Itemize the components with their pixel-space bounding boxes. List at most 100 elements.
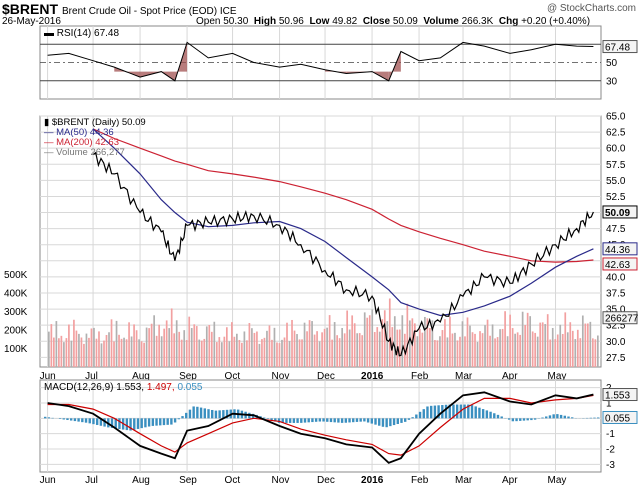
volume-bar bbox=[65, 338, 68, 367]
macd-histogram-bar bbox=[478, 407, 481, 419]
macd-x-label: Apr bbox=[502, 475, 518, 485]
volume-bar bbox=[386, 321, 389, 367]
macd-histogram-bar bbox=[333, 418, 336, 423]
volume-bar bbox=[378, 331, 381, 367]
volume-bar bbox=[476, 341, 479, 367]
volume-bar bbox=[48, 331, 50, 367]
macd-histogram-bar bbox=[181, 416, 184, 419]
macd-histogram-bar bbox=[363, 418, 366, 422]
open-label: Open bbox=[196, 16, 221, 27]
macd-histogram-bar bbox=[318, 418, 322, 422]
volume-label: Volume bbox=[423, 16, 459, 27]
volume-bar bbox=[351, 315, 354, 367]
volume-bar bbox=[551, 327, 554, 367]
volume-bar bbox=[208, 325, 211, 367]
macd-histogram-bar bbox=[597, 417, 600, 419]
macd-histogram-bar bbox=[95, 418, 99, 425]
change-value: +0.20 (+0.40%) bbox=[521, 16, 591, 27]
price-legend-item: — MA(50) 44.36 bbox=[44, 127, 114, 138]
macd-histogram-bar bbox=[266, 418, 270, 419]
macd-histogram-bar bbox=[344, 418, 348, 423]
macd-x-label: Dec bbox=[317, 475, 335, 485]
macd-histogram-bar bbox=[88, 418, 91, 424]
description-text: Brent Crude Oil - Spot Price (EOD) bbox=[62, 6, 218, 17]
volume-bar bbox=[323, 328, 326, 367]
volume-bar bbox=[55, 321, 58, 367]
price-tick-label: 62.5 bbox=[606, 128, 626, 139]
price-x-label: Jul bbox=[85, 371, 98, 382]
macd-histogram-bar bbox=[522, 418, 526, 421]
volume-bar bbox=[223, 336, 226, 367]
macd-tick-label: 1 bbox=[606, 399, 612, 410]
price-x-label: Aug bbox=[132, 371, 150, 382]
macd-histogram-bar bbox=[452, 404, 455, 419]
volume-bar bbox=[414, 323, 416, 367]
macd-histogram-bar bbox=[329, 418, 333, 423]
volume-bar bbox=[120, 338, 123, 367]
volume-bar bbox=[78, 333, 80, 367]
macd-histogram-bar bbox=[155, 418, 158, 426]
macd-histogram-bar bbox=[103, 418, 106, 427]
volume-bar bbox=[549, 339, 552, 367]
ma200-current-label: 42.63 bbox=[605, 260, 630, 271]
ma50-line bbox=[92, 128, 594, 317]
price-tick-label: 35.0 bbox=[606, 305, 626, 316]
macd-x-label: Feb bbox=[411, 475, 429, 485]
volume-bar bbox=[183, 330, 186, 367]
price-x-label: Dec bbox=[317, 371, 335, 382]
macd-histogram-bar bbox=[58, 418, 62, 419]
macd-histogram-bar bbox=[214, 410, 218, 419]
volume-bar bbox=[193, 324, 196, 367]
rsi-tick-label: 30 bbox=[606, 76, 618, 87]
price-tick-label: 65.0 bbox=[606, 112, 626, 123]
volume-bar bbox=[439, 336, 441, 367]
volume-bar bbox=[459, 336, 461, 367]
volume-bar bbox=[125, 339, 128, 367]
volume-bar bbox=[449, 316, 451, 367]
volume-bar bbox=[479, 331, 481, 367]
volume-bar bbox=[115, 320, 118, 367]
macd-histogram-bar bbox=[378, 418, 381, 426]
macd-histogram-bar bbox=[407, 418, 411, 420]
volume-bar bbox=[469, 325, 471, 367]
macd-histogram-bar bbox=[433, 405, 437, 419]
macd-histogram-bar bbox=[136, 418, 140, 429]
volume-bar bbox=[353, 323, 356, 367]
rsi-current-label: 67.48 bbox=[605, 43, 630, 54]
volume-bar bbox=[243, 331, 246, 367]
volume-bar bbox=[544, 324, 547, 367]
volume-bar bbox=[311, 321, 313, 367]
volume-bar bbox=[431, 320, 434, 367]
volume-bar bbox=[569, 322, 572, 367]
volume-bar bbox=[218, 337, 221, 367]
macd-histogram-bar bbox=[541, 417, 544, 419]
rsi-legend: ▬ RSI(14) 67.48 bbox=[44, 28, 119, 39]
volume-bar bbox=[70, 340, 73, 367]
macd-histogram-bar bbox=[270, 418, 273, 421]
volume-bar bbox=[536, 336, 539, 367]
volume-bar bbox=[539, 322, 542, 367]
volume-bar bbox=[381, 319, 384, 367]
macd-histogram-bar bbox=[177, 418, 181, 420]
price-tick-label: 52.5 bbox=[606, 192, 626, 203]
price-x-label: May bbox=[548, 371, 567, 382]
macd-histogram-bar bbox=[355, 418, 359, 422]
price-tick-label: 30.0 bbox=[606, 337, 626, 348]
volume-bar bbox=[143, 342, 145, 367]
volume-bar bbox=[175, 320, 178, 367]
macd-histogram-bar bbox=[69, 418, 73, 421]
volume-bar bbox=[556, 334, 559, 367]
macd-histogram-bar bbox=[444, 404, 448, 419]
volume-bar bbox=[491, 324, 494, 367]
price-x-label: Mar bbox=[455, 371, 473, 382]
volume-bar bbox=[150, 323, 153, 367]
volume-bar bbox=[471, 332, 474, 367]
volume-bar bbox=[263, 337, 266, 367]
macd-histogram-box bbox=[602, 410, 638, 424]
volume-bar bbox=[499, 329, 501, 367]
macd-histogram-bar bbox=[170, 418, 173, 425]
volume-bar bbox=[371, 309, 374, 367]
macd-histogram-bar bbox=[211, 409, 214, 419]
volume-tick-label: 400K bbox=[4, 289, 28, 300]
macd-histogram-bar bbox=[262, 417, 266, 419]
